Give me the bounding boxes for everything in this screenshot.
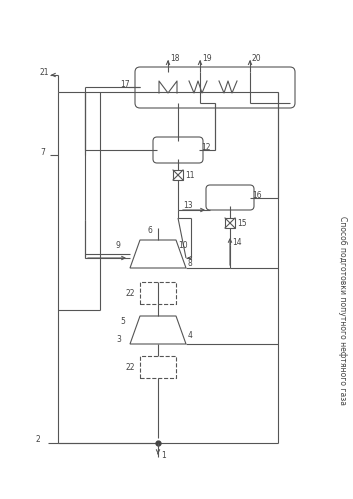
Bar: [140, 356, 176, 378]
Text: 6: 6: [148, 226, 153, 235]
Text: 19: 19: [202, 53, 212, 62]
Text: 7: 7: [40, 148, 45, 157]
Text: 1: 1: [161, 451, 166, 460]
Text: 15: 15: [237, 219, 247, 228]
Text: Способ подготовки попутного нефтяного газа: Способ подготовки попутного нефтяного га…: [337, 216, 347, 405]
Text: 5: 5: [120, 316, 125, 325]
Text: 17: 17: [120, 79, 130, 88]
Text: 10: 10: [178, 241, 188, 250]
Text: 12: 12: [201, 143, 210, 152]
Text: 3: 3: [116, 334, 121, 343]
Text: 21: 21: [40, 67, 49, 76]
Text: 4: 4: [188, 331, 193, 340]
Bar: [140, 282, 176, 304]
Bar: [173, 170, 183, 180]
Bar: [225, 218, 235, 228]
Text: 16: 16: [252, 191, 262, 200]
Text: 8: 8: [188, 258, 193, 267]
Text: 9: 9: [116, 241, 121, 250]
Text: 14: 14: [232, 238, 241, 247]
Text: 22: 22: [126, 288, 136, 297]
Text: 22: 22: [126, 362, 136, 371]
Text: 2: 2: [36, 436, 41, 445]
Text: 11: 11: [185, 171, 195, 180]
Text: 20: 20: [252, 53, 262, 62]
Text: 18: 18: [170, 53, 179, 62]
Text: 13: 13: [183, 201, 193, 210]
